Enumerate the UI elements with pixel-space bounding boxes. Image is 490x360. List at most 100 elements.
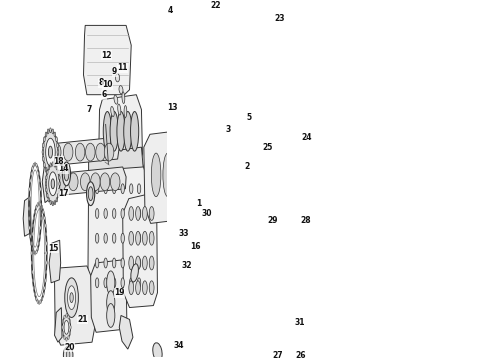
Circle shape [194, 243, 195, 247]
Circle shape [294, 221, 295, 226]
Text: 6: 6 [101, 90, 107, 99]
Text: 13: 13 [167, 103, 178, 112]
Circle shape [293, 240, 294, 246]
Circle shape [186, 225, 187, 229]
Circle shape [192, 225, 194, 229]
Circle shape [271, 316, 282, 348]
Circle shape [49, 146, 52, 158]
Circle shape [96, 208, 99, 219]
Circle shape [184, 236, 185, 240]
Circle shape [32, 224, 34, 228]
Circle shape [246, 316, 257, 348]
Text: 7: 7 [87, 105, 92, 114]
Circle shape [271, 240, 273, 246]
Text: 34: 34 [173, 341, 184, 350]
Polygon shape [42, 157, 52, 203]
Circle shape [113, 208, 116, 219]
Circle shape [104, 208, 107, 219]
Ellipse shape [75, 143, 85, 161]
Text: 4: 4 [168, 6, 173, 15]
Circle shape [240, 67, 245, 83]
Circle shape [44, 137, 45, 142]
Circle shape [136, 256, 141, 270]
Circle shape [276, 202, 278, 208]
Ellipse shape [63, 346, 73, 360]
Circle shape [137, 233, 141, 243]
Circle shape [57, 156, 58, 161]
Circle shape [51, 179, 54, 189]
Circle shape [283, 246, 286, 251]
Circle shape [33, 250, 34, 254]
Circle shape [277, 221, 282, 235]
Circle shape [47, 170, 48, 174]
Circle shape [129, 281, 134, 295]
Polygon shape [144, 127, 211, 224]
Text: 14: 14 [58, 165, 68, 174]
Circle shape [32, 166, 33, 170]
Circle shape [298, 253, 299, 258]
Ellipse shape [111, 107, 114, 117]
Circle shape [184, 230, 186, 234]
Circle shape [46, 251, 48, 255]
Circle shape [188, 251, 189, 255]
Ellipse shape [124, 105, 127, 117]
Circle shape [37, 203, 38, 207]
Text: 22: 22 [211, 1, 221, 10]
Circle shape [52, 162, 53, 166]
Polygon shape [83, 26, 131, 95]
Text: 19: 19 [114, 288, 124, 297]
Text: 23: 23 [274, 14, 285, 23]
Circle shape [194, 230, 195, 234]
Circle shape [121, 208, 124, 219]
Circle shape [261, 323, 268, 341]
Ellipse shape [100, 173, 110, 191]
Circle shape [300, 214, 302, 219]
Ellipse shape [265, 165, 273, 183]
Circle shape [56, 198, 58, 202]
Circle shape [271, 211, 273, 217]
Circle shape [298, 231, 302, 241]
Circle shape [43, 210, 44, 214]
Circle shape [194, 236, 196, 240]
Circle shape [143, 256, 147, 270]
Circle shape [62, 325, 63, 329]
Circle shape [42, 150, 44, 154]
Circle shape [43, 130, 58, 174]
Ellipse shape [80, 173, 90, 191]
Circle shape [46, 270, 47, 274]
Ellipse shape [114, 95, 118, 104]
Circle shape [59, 181, 60, 186]
Circle shape [88, 187, 93, 201]
Circle shape [236, 323, 242, 341]
Circle shape [43, 156, 44, 161]
Circle shape [129, 208, 133, 219]
Polygon shape [88, 161, 150, 293]
Circle shape [52, 201, 53, 206]
Circle shape [62, 331, 64, 335]
Circle shape [69, 319, 71, 323]
Circle shape [70, 325, 71, 329]
Circle shape [62, 315, 71, 339]
Circle shape [293, 216, 307, 256]
Circle shape [302, 217, 304, 222]
Circle shape [87, 182, 95, 206]
Text: 24: 24 [301, 133, 312, 142]
Circle shape [50, 201, 51, 205]
Circle shape [96, 278, 99, 288]
Circle shape [56, 166, 58, 170]
Circle shape [300, 253, 302, 258]
Circle shape [270, 225, 272, 231]
Circle shape [36, 163, 37, 167]
Circle shape [49, 172, 57, 196]
Circle shape [129, 207, 134, 220]
Polygon shape [122, 194, 157, 307]
Circle shape [58, 170, 59, 174]
Circle shape [136, 231, 141, 245]
Circle shape [137, 184, 141, 194]
Circle shape [52, 170, 53, 175]
Circle shape [129, 256, 134, 270]
Circle shape [59, 175, 60, 180]
Circle shape [306, 234, 308, 239]
Circle shape [46, 164, 60, 204]
Ellipse shape [130, 112, 139, 151]
